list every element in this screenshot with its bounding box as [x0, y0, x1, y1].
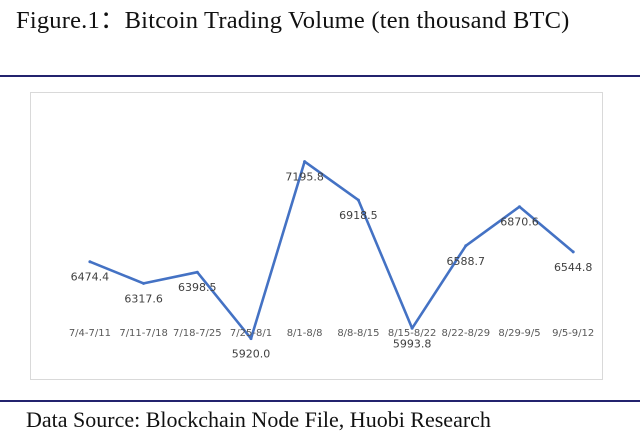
data-label: 6398.5 [178, 281, 217, 294]
figure-title: Figure.1：Bitcoin Trading Volume (ten tho… [16, 7, 570, 34]
data-label: 6317.6 [124, 292, 163, 305]
top-divider [0, 75, 640, 77]
data-point [88, 260, 92, 264]
x-tick-label: 7/25-8/1 [230, 328, 272, 339]
series-line [88, 160, 575, 340]
data-label: 5920.0 [232, 348, 271, 361]
data-point [142, 281, 146, 285]
data-source-note: Data Source: Blockchain Node File, Huobi… [26, 407, 491, 432]
x-tick-label: 8/8-8/15 [337, 328, 379, 339]
data-label: 5993.8 [393, 337, 432, 350]
data-point [571, 250, 575, 254]
x-tick-label: 8/1-8/8 [287, 328, 323, 339]
chart-area: 6474.4 6317.6 6398.5 5920.0 7195.8 6918.5 5993… [30, 92, 603, 380]
data-point [195, 270, 199, 274]
x-tick-label: 8/22-8/29 [442, 328, 491, 339]
data-point [356, 198, 360, 202]
data-label: 6544.8 [554, 261, 593, 274]
data-point [303, 160, 307, 164]
x-tick-label: 8/15-8/22 [388, 328, 437, 339]
x-tick-label: 8/29-9/5 [498, 328, 540, 339]
bottom-divider [0, 400, 640, 402]
x-tick-label: 9/5-9/12 [552, 328, 594, 339]
data-label: 6870.6 [500, 216, 539, 229]
data-point [518, 205, 521, 209]
x-tick-label: 7/11-7/18 [119, 328, 168, 339]
x-tick-label: 7/4-7/11 [69, 328, 111, 339]
data-point [249, 337, 253, 341]
series-layer [88, 160, 575, 341]
data-label-layer: 6474.4 6317.6 6398.5 5920.0 7195.8 6918.5 5993… [71, 171, 593, 361]
data-label: 6474.4 [71, 271, 110, 284]
data-label: 6588.7 [447, 255, 486, 268]
data-point [410, 326, 414, 330]
data-label: 6918.5 [339, 209, 378, 222]
line-chart: 6474.4 6317.6 6398.5 5920.0 7195.8 6918.5 5993… [69, 160, 594, 361]
x-tick-label: 7/18-7/25 [173, 328, 222, 339]
data-point [464, 244, 468, 248]
data-label: 7195.8 [285, 171, 324, 184]
x-tick-layer: 7/4-7/11 7/11-7/18 7/18-7/25 7/25-8/1 8/1-8/… [69, 328, 594, 339]
